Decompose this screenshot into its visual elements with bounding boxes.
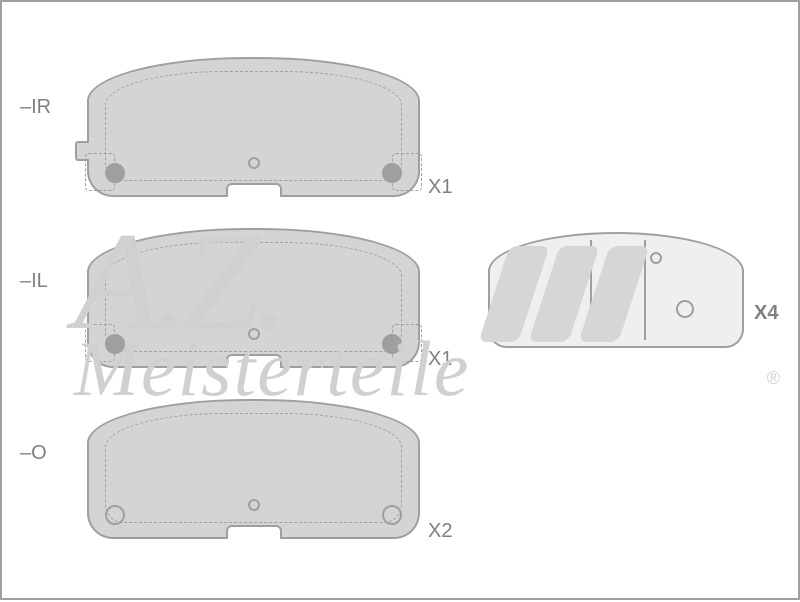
row-label-IL: –IL: [20, 270, 48, 293]
clip-ear-left: [85, 153, 115, 191]
center-hole: [248, 328, 260, 340]
shim-hole-l: [544, 300, 562, 318]
shim-vline-r: [644, 240, 646, 340]
row-label-IR: –IR: [20, 96, 51, 119]
shim-hole-r: [676, 300, 694, 318]
center-hole: [248, 157, 260, 169]
shim-top-hole-l: [574, 252, 586, 264]
mount-hole-br: [382, 505, 402, 525]
bottom-slot: [226, 525, 282, 539]
qty-label-shim: X4: [754, 302, 778, 325]
bottom-slot: [226, 183, 282, 197]
qty-label-IR: X1: [428, 176, 452, 199]
brake-pad-IR: [87, 57, 420, 197]
brake-pad-set-diagram: –IR –IL –O X1 X1 X2: [2, 2, 800, 602]
mount-hole-bl: [105, 505, 125, 525]
clip-ear-right: [392, 153, 422, 191]
brake-pad-IL: [87, 228, 420, 368]
shim-vline-l: [590, 240, 592, 340]
clip-ear-right: [392, 324, 422, 362]
brake-pad-O: [87, 399, 420, 539]
qty-label-O: X2: [428, 520, 452, 543]
row-label-O: –O: [20, 442, 47, 465]
clip-ear-left: [85, 324, 115, 362]
qty-label-IL: X1: [428, 348, 452, 371]
shim-top-hole-r: [650, 252, 662, 264]
center-hole: [248, 499, 260, 511]
registered-mark: ®: [767, 368, 780, 389]
bottom-slot: [226, 354, 282, 368]
shim-plate: [488, 232, 744, 348]
